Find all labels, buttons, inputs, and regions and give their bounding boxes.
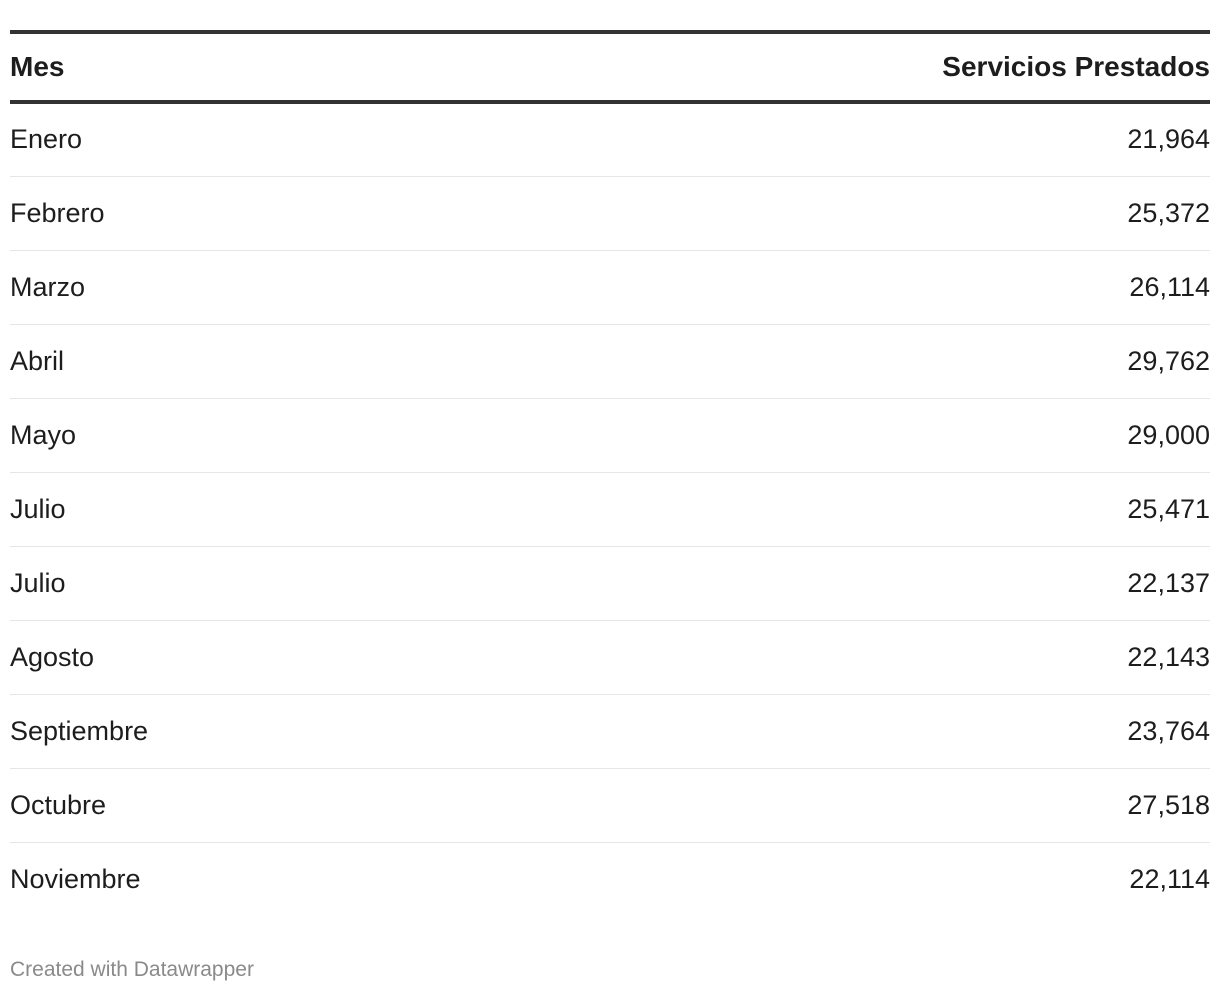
table-row: Enero 21,964: [10, 102, 1210, 176]
cell-month: Agosto: [10, 641, 95, 672]
table-row: Julio 25,471: [10, 472, 1210, 546]
cell-month: Marzo: [10, 271, 86, 302]
cell-services-value: 26,114: [1129, 271, 1210, 302]
table-row: Mayo 29,000: [10, 398, 1210, 472]
cell-services-value: 29,762: [1127, 345, 1210, 376]
cell-services-value: 22,143: [1127, 641, 1210, 672]
cell-month: Febrero: [10, 197, 105, 228]
cell-services-value: 27,518: [1127, 789, 1210, 820]
cell-services-value: 22,137: [1127, 567, 1210, 598]
cell-services-value: 23,764: [1127, 715, 1210, 746]
cell-month: Octubre: [10, 789, 107, 820]
table-row: Julio 22,137: [10, 546, 1210, 620]
data-table-container: Mes Servicios Prestados Enero 21,964 Febre…: [10, 30, 1210, 916]
cell-services-value: 25,471: [1127, 493, 1210, 524]
cell-month: Enero: [10, 124, 83, 155]
table-body: Enero 21,964 Febrero 25,372 Marzo 26,114 Abril…: [10, 102, 1210, 916]
table-row: Noviembre 22,114: [10, 842, 1210, 916]
cell-month: Noviembre: [10, 863, 141, 894]
cell-month: Mayo: [10, 419, 77, 450]
table-row: Abril 29,762: [10, 324, 1210, 398]
data-table: Mes Servicios Prestados Enero 21,964 Febre…: [10, 30, 1210, 916]
table-row: Octubre 27,518: [10, 768, 1210, 842]
cell-services-value: 22,114: [1129, 863, 1210, 894]
datawrapper-credit: Created with Datawrapper: [10, 958, 254, 981]
cell-month: Julio: [10, 567, 66, 598]
cell-services-value: 29,000: [1127, 419, 1210, 450]
cell-services-value: 21,964: [1127, 124, 1210, 155]
table-row: Marzo 26,114: [10, 250, 1210, 324]
cell-services-value: 25,372: [1127, 197, 1210, 228]
cell-month: Abril: [10, 345, 65, 376]
header-row: Mes Servicios Prestados: [10, 32, 1210, 102]
cell-month: Septiembre: [10, 715, 149, 746]
table-row: Agosto 22,143: [10, 620, 1210, 694]
table-row: Septiembre 23,764: [10, 694, 1210, 768]
table-header: Mes Servicios Prestados: [10, 32, 1210, 102]
column-header-month[interactable]: Mes: [10, 51, 65, 82]
column-header-services[interactable]: Servicios Prestados: [942, 51, 1210, 82]
table-row: Febrero 25,372: [10, 176, 1210, 250]
cell-month: Julio: [10, 493, 66, 524]
